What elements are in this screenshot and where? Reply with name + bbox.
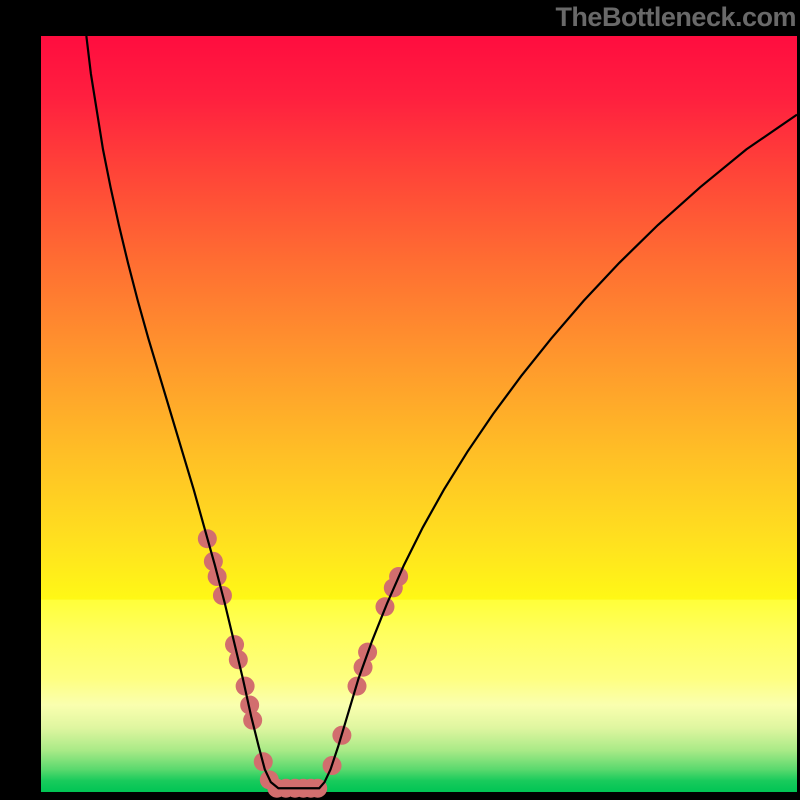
- bottleneck-chart: TheBottleneck.com: [0, 0, 800, 800]
- plot-background: [41, 36, 797, 792]
- watermark-text: TheBottleneck.com: [555, 2, 796, 33]
- plot-svg: [0, 0, 800, 800]
